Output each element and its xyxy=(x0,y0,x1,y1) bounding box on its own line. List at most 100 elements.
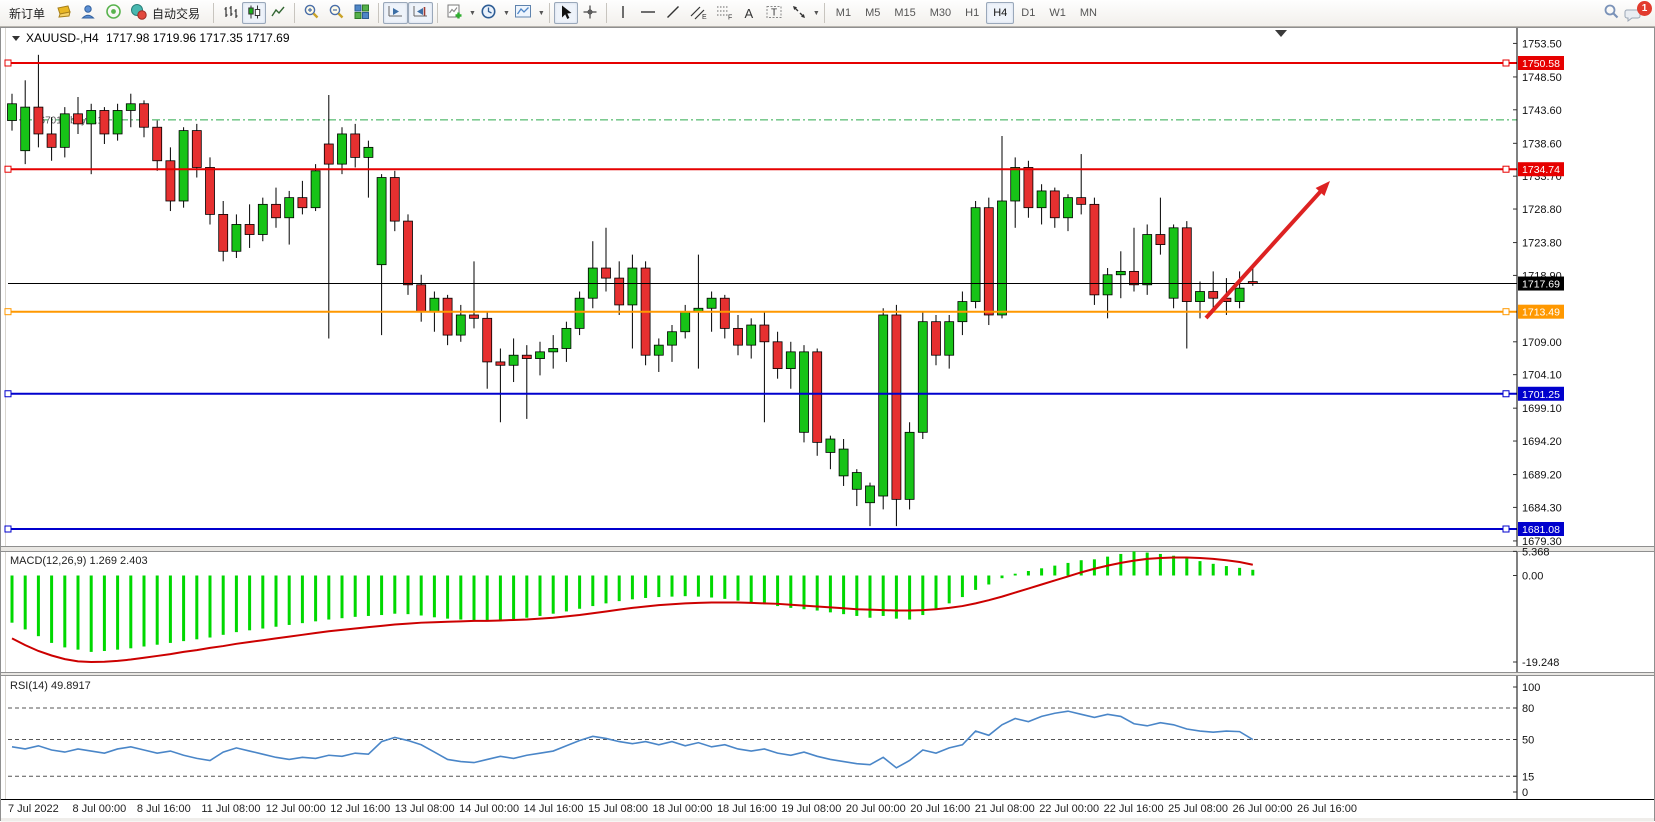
macd-histogram-bar xyxy=(23,575,27,630)
price-tick-label: 1679.30 xyxy=(1522,536,1562,548)
macd-histogram-bar xyxy=(327,575,331,620)
new-chart-button[interactable] xyxy=(442,2,467,24)
chart-ohlc-values: 1717.98 1719.96 1717.35 1717.69 xyxy=(106,31,290,45)
timeframe-w1[interactable]: W1 xyxy=(1042,2,1073,24)
candlestick-chart-button[interactable] xyxy=(242,2,267,24)
horizontal-line-button[interactable] xyxy=(635,2,661,24)
candle-body xyxy=(442,297,453,336)
candle-body xyxy=(139,103,149,128)
macd-histogram-bar xyxy=(696,575,700,597)
time-axis-label: 7 Jul 2022 xyxy=(8,803,59,815)
macd-label: MACD(12,26,9) 1.269 2.403 xyxy=(10,555,148,567)
signals-button[interactable] xyxy=(101,2,126,24)
chart-properties-dropdown[interactable]: ▼ xyxy=(537,9,545,17)
arrows-button[interactable] xyxy=(787,2,811,24)
equidistant-channel-icon: E xyxy=(689,4,707,23)
cursor-button[interactable] xyxy=(553,2,578,24)
vertical-line-button[interactable] xyxy=(611,2,635,24)
market-button[interactable] xyxy=(51,2,76,24)
svg-text:F: F xyxy=(728,14,732,20)
new-order-button[interactable]: 新订单 xyxy=(3,2,51,24)
timeframe-m15[interactable]: M15 xyxy=(887,2,922,24)
macd-histogram-bar xyxy=(459,575,463,620)
macd-histogram-bar xyxy=(10,575,14,623)
text-box-button[interactable]: T xyxy=(761,2,787,24)
macd-histogram-bar xyxy=(1026,571,1030,576)
candle-body xyxy=(482,317,493,363)
hline-handle xyxy=(4,525,12,533)
search-button[interactable] xyxy=(1599,2,1624,24)
arrows-dropdown[interactable]: ▼ xyxy=(812,9,820,17)
notifications-button[interactable]: 1 xyxy=(1624,1,1652,25)
timeframe-mn[interactable]: MN xyxy=(1073,2,1104,24)
hline-handle xyxy=(4,390,12,398)
auto-scroll-button[interactable] xyxy=(383,2,409,24)
candle-body xyxy=(944,321,955,356)
timeframe-h4[interactable]: H4 xyxy=(986,2,1015,24)
time-axis-label: 11 Jul 08:00 xyxy=(201,803,260,815)
title-collapse-icon xyxy=(12,36,20,41)
time-axis-label: 14 Jul 00:00 xyxy=(459,803,519,815)
tile-windows-button[interactable] xyxy=(349,2,374,24)
bar-chart-button[interactable] xyxy=(218,2,242,24)
candle-body xyxy=(931,321,941,356)
line-chart-button[interactable] xyxy=(266,2,290,24)
price-badge xyxy=(1518,522,1564,536)
candle-body xyxy=(73,113,83,125)
timeframe-m5[interactable]: M5 xyxy=(858,2,887,24)
macd-histogram-bar xyxy=(617,575,621,602)
equidistant-channel-button[interactable]: E xyxy=(685,2,711,24)
candle-body xyxy=(271,203,281,219)
chart-shift-icon xyxy=(412,3,429,23)
macd-histogram-bar xyxy=(182,575,186,642)
new-chart-dropdown[interactable]: ▼ xyxy=(469,9,476,17)
time-axis-label: 18 Jul 16:00 xyxy=(717,803,777,815)
candle-body xyxy=(1208,291,1219,299)
algo-trading-button[interactable]: 自动交易 xyxy=(126,2,209,24)
candle-body xyxy=(495,361,506,366)
zoom-out-button[interactable] xyxy=(324,2,349,24)
macd-histogram-bar xyxy=(248,575,252,631)
time-axis-label: 22 Jul 00:00 xyxy=(1039,803,1099,815)
candle-body xyxy=(350,133,361,158)
candle-body xyxy=(310,170,321,209)
hline-handle xyxy=(1502,308,1510,316)
text-box-icon: T xyxy=(765,4,783,23)
macd-histogram-bar xyxy=(36,575,40,637)
macd-histogram-bar xyxy=(287,575,291,625)
crosshair-icon xyxy=(582,4,598,23)
macd-histogram-bar xyxy=(366,575,370,616)
rsi-axis-label: 80 xyxy=(1522,703,1534,715)
chart-shift-button[interactable] xyxy=(408,2,434,24)
chart-properties-button[interactable] xyxy=(510,2,536,24)
candle-body xyxy=(627,267,638,306)
timeframe-d1[interactable]: D1 xyxy=(1014,2,1042,24)
timeframe-m30[interactable]: M30 xyxy=(923,2,958,24)
timeframe-h1[interactable]: H1 xyxy=(958,2,986,24)
timeframe-clock-button[interactable] xyxy=(476,2,501,24)
candle-body xyxy=(323,143,334,165)
community-button[interactable] xyxy=(76,2,101,24)
trendline-button[interactable] xyxy=(661,2,685,24)
time-axis-label: 21 Jul 08:00 xyxy=(975,803,1035,815)
candle-body xyxy=(983,207,994,316)
timeframe-m1[interactable]: M1 xyxy=(829,2,858,24)
candle-body xyxy=(33,106,44,135)
zoom-out-icon xyxy=(328,3,345,23)
macd-histogram-bar xyxy=(960,575,964,598)
hline-handle xyxy=(4,59,12,67)
candle-body xyxy=(297,197,308,209)
zoom-in-button[interactable] xyxy=(299,2,324,24)
crosshair-button[interactable] xyxy=(578,2,602,24)
fibonacci-button[interactable]: F xyxy=(711,2,737,24)
candle-body xyxy=(772,341,783,370)
macd-histogram-bar xyxy=(208,575,212,638)
text-label-button[interactable]: A xyxy=(737,2,761,24)
macd-histogram-bar xyxy=(604,575,608,604)
candle-body xyxy=(521,354,532,359)
macd-histogram-bar xyxy=(446,575,450,619)
time-axis-label: 19 Jul 08:00 xyxy=(781,803,841,815)
macd-histogram-bar xyxy=(710,575,714,598)
clock-dropdown[interactable]: ▼ xyxy=(502,9,510,17)
